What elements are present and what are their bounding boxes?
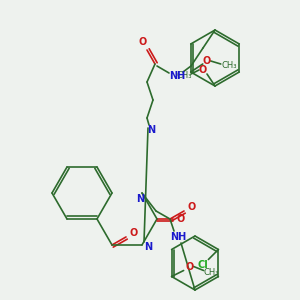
Text: O: O [188,202,196,212]
Text: O: O [185,262,194,272]
Text: CH₃: CH₃ [204,268,219,277]
Text: NH: NH [170,232,186,242]
Text: O: O [199,65,207,75]
Text: O: O [139,37,147,47]
Text: NH: NH [169,71,185,81]
Text: Cl: Cl [197,260,208,271]
Text: CH₃: CH₃ [176,71,192,80]
Text: O: O [177,214,185,224]
Text: O: O [202,56,211,66]
Text: CH₃: CH₃ [221,61,236,70]
Text: N: N [147,125,155,135]
Text: N: N [136,194,144,204]
Text: N: N [144,242,152,252]
Text: O: O [130,228,138,238]
